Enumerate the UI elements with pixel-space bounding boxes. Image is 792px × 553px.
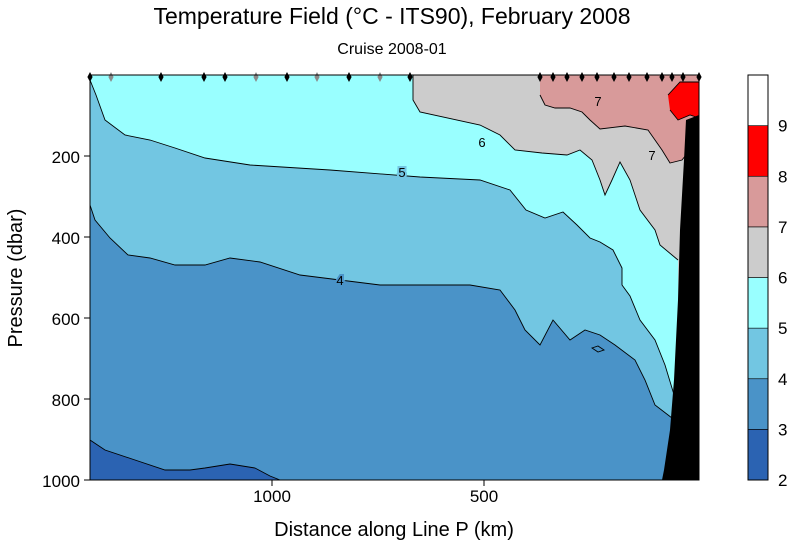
- y-tick-label-400: 400: [52, 229, 80, 248]
- x-axis-label: Distance along Line P (km): [274, 519, 514, 541]
- band-8-9: [668, 82, 699, 120]
- colorbar-label-3: 3: [778, 420, 787, 439]
- x-axis: 1000 500 Distance along Line P (km): [253, 480, 514, 541]
- colorbar-label-7: 7: [778, 218, 787, 237]
- y-axis-label: Pressure (dbar): [5, 209, 27, 348]
- colorbar-cell-9: [747, 74, 769, 126]
- band-5-6: [90, 75, 699, 480]
- plot-frame: [89, 74, 700, 481]
- y-tick-label-800: 800: [52, 391, 80, 410]
- colorbar-cell-2: [747, 429, 769, 481]
- contour-label-5: 5: [398, 165, 405, 180]
- band-2-3: [90, 440, 280, 480]
- contour-label-7a: 7: [594, 94, 601, 109]
- colorbar-cell-5: [747, 277, 769, 329]
- contour-label-7b: 7: [648, 148, 655, 163]
- colorbar-cell-3: [747, 378, 769, 430]
- colorbar-label-5: 5: [778, 319, 787, 338]
- x-tick-label-1000: 1000: [253, 487, 291, 506]
- chart-title: Temperature Field (°C - ITS90), February…: [153, 3, 630, 29]
- y-tick-label-200: 200: [52, 148, 80, 167]
- x-tick-label-500: 500: [470, 487, 498, 506]
- colorbar-label-8: 8: [778, 167, 787, 186]
- contour-8: [667, 81, 700, 121]
- station-marker: [108, 72, 114, 82]
- contour-lines: [89, 75, 700, 481]
- contour-label-4: 4: [336, 273, 343, 288]
- colorbar-cell-7: [747, 175, 769, 228]
- colorbar-labels: 2 3 4 5 6 7 8 9: [778, 117, 787, 490]
- contour-label-6: 6: [478, 135, 485, 150]
- chart-subtitle: Cruise 2008-01: [337, 41, 447, 58]
- plot-area: 4 5 6 7 7: [87, 72, 702, 481]
- colorbar-label-6: 6: [778, 269, 787, 288]
- colorbar-cells: [747, 74, 769, 481]
- colorbar-label-9: 9: [778, 117, 787, 136]
- colorbar-cell-6: [747, 226, 769, 278]
- band-7-8: [540, 75, 699, 163]
- colorbar-cell-8: [747, 125, 769, 177]
- bottom-topography: [662, 115, 699, 480]
- colorbar-cell-4: [747, 327, 769, 380]
- contour-6: [412, 75, 679, 261]
- y-tick-label-1000: 1000: [42, 472, 80, 491]
- contour-labels: 4 5 6 7 7: [334, 92, 657, 290]
- colorbar-frame: [747, 74, 769, 481]
- contour-4: [89, 204, 681, 481]
- contour-island-1: [590, 345, 606, 353]
- y-tick-label-600: 600: [52, 310, 80, 329]
- y-axis: 200 400 600 800 1000 Pressure (dbar): [5, 148, 90, 491]
- colorbar: 2 3 4 5 6 7 8 9: [747, 74, 787, 490]
- colorbar-label-4: 4: [778, 370, 787, 389]
- contour-3: [89, 439, 281, 481]
- contour-7: [539, 94, 700, 164]
- contour-5: [89, 79, 681, 481]
- colorbar-label-2: 2: [778, 471, 787, 490]
